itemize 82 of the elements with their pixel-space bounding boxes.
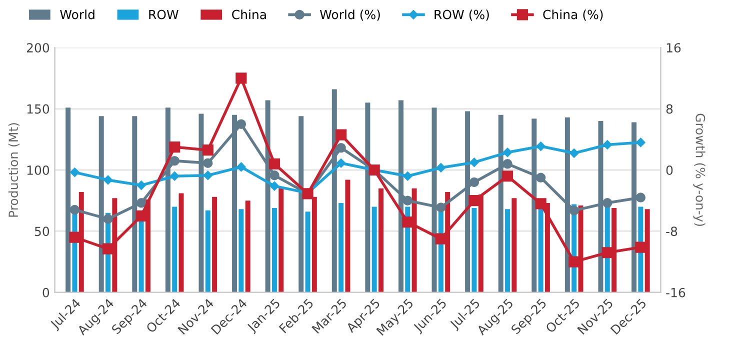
y-tick-label: 50 — [34, 226, 50, 236]
bar — [172, 206, 178, 292]
point — [70, 168, 80, 177]
point — [602, 140, 612, 150]
bar — [512, 198, 517, 292]
point — [236, 162, 246, 172]
point — [403, 171, 412, 181]
legend-label: ROW (%) — [434, 10, 489, 21]
point — [636, 138, 646, 148]
point — [203, 170, 213, 180]
point — [202, 144, 214, 156]
point — [336, 142, 346, 153]
point — [502, 159, 512, 169]
bar — [272, 208, 277, 292]
y2-tick-label: 8 — [666, 104, 673, 114]
point — [103, 175, 113, 185]
point — [536, 142, 546, 151]
legend-label: China (%) — [543, 10, 603, 21]
bar — [338, 203, 344, 292]
bar — [472, 208, 477, 292]
point — [569, 148, 579, 158]
bar — [205, 210, 210, 292]
y-axis-title: Production (Mt) — [8, 123, 20, 217]
bar — [238, 209, 244, 292]
y-tick-label: 0 — [42, 288, 50, 298]
point — [170, 171, 180, 181]
point — [635, 242, 646, 253]
point — [402, 196, 412, 206]
point — [203, 158, 213, 168]
point — [270, 170, 280, 180]
point — [602, 247, 613, 258]
legend-label: World (%) — [320, 10, 380, 21]
point — [336, 129, 347, 140]
y2-tick-label: 16 — [666, 43, 681, 53]
bar — [245, 200, 250, 292]
point — [636, 192, 646, 202]
point — [136, 210, 147, 222]
point — [236, 72, 247, 84]
point — [569, 206, 579, 216]
point — [502, 148, 512, 158]
point — [270, 181, 280, 191]
point — [436, 163, 446, 172]
y2-tick-label: -8 — [666, 226, 678, 236]
point — [236, 119, 246, 129]
bar — [212, 196, 218, 292]
point — [169, 141, 180, 153]
point — [102, 243, 114, 254]
point — [535, 198, 546, 210]
y-tick-label: 200 — [26, 43, 50, 53]
point — [435, 233, 446, 244]
point — [536, 172, 546, 183]
y2-tick-label: 0 — [666, 165, 673, 175]
legend-label: World — [60, 10, 94, 20]
point — [136, 180, 146, 190]
bar — [505, 209, 510, 292]
legend-label: ROW — [149, 10, 178, 20]
point — [402, 216, 414, 228]
point — [568, 256, 580, 268]
point — [502, 170, 514, 182]
bar — [345, 180, 350, 292]
point — [170, 156, 180, 166]
y-tick-label: 150 — [27, 104, 50, 114]
point — [70, 204, 80, 215]
legend-label: China — [232, 10, 266, 20]
point — [336, 158, 346, 168]
point — [103, 214, 113, 224]
y2-axis-title: Growth (% y-on-y) — [693, 114, 706, 226]
point — [436, 202, 446, 212]
point — [602, 198, 612, 208]
y-tick-label: 100 — [27, 165, 50, 175]
point — [268, 158, 280, 170]
bar — [372, 206, 377, 292]
bar — [298, 116, 304, 292]
point — [136, 198, 146, 208]
point — [469, 177, 480, 188]
bar — [178, 193, 184, 292]
point — [468, 195, 480, 206]
bar — [305, 212, 310, 292]
point — [470, 158, 479, 167]
bar — [278, 188, 284, 292]
point — [69, 232, 80, 243]
y2-tick-label: -16 — [666, 288, 686, 298]
